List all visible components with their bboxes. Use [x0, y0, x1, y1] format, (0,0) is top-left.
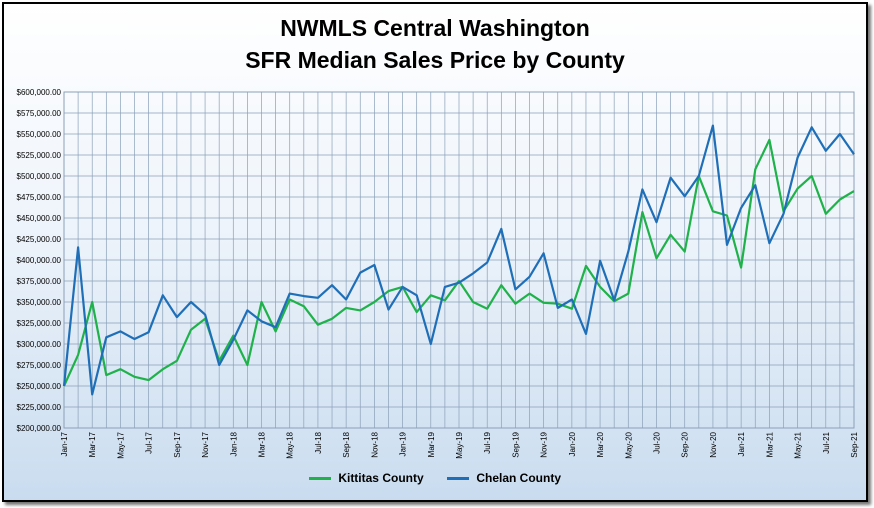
x-tick-label: Sep-21 [850, 431, 859, 457]
y-tick-label: $350,000.00 [17, 298, 62, 307]
y-tick-label: $400,000.00 [17, 256, 62, 265]
chart-frame: NWMLS Central Washington SFR Median Sale… [2, 2, 868, 502]
y-tick-label: $450,000.00 [17, 214, 62, 223]
grid-lines [63, 91, 855, 429]
x-tick-label: May-19 [455, 431, 464, 458]
x-tick-label: Nov-18 [370, 431, 379, 457]
y-tick-label: $375,000.00 [17, 277, 62, 286]
x-tick-label: Jul-21 [822, 431, 831, 453]
y-tick-label: $600,000.00 [17, 88, 62, 97]
legend-item-chelan: Chelan County [447, 471, 561, 485]
series-line-chelan [62, 124, 855, 396]
x-tick-label: Jan-21 [737, 431, 746, 456]
legend-item-kittitas: Kittitas County [308, 470, 424, 485]
chart-subtitle: SFR Median Sales Price by County [245, 47, 625, 73]
x-tick-label: Jul-19 [483, 431, 492, 453]
chart-title-block: NWMLS Central Washington SFR Median Sale… [4, 12, 866, 76]
legend-label-kittitas: Kittitas County [338, 470, 424, 485]
y-tick-label: $575,000.00 [17, 109, 62, 118]
chart-title: NWMLS Central Washington [280, 15, 590, 41]
y-tick-label: $500,000.00 [17, 172, 62, 181]
x-tick-label: May-17 [116, 431, 125, 458]
x-tick-label: Jul-18 [314, 431, 323, 453]
x-tick-label: Jul-17 [145, 431, 154, 453]
line-chart: $200,000.00 $225,000.00 $250,000.00 $275,00… [17, 88, 860, 459]
x-tick-label: Mar-21 [765, 431, 774, 457]
x-tick-label: Sep-19 [511, 431, 520, 457]
x-tick-label: Jan-20 [568, 431, 577, 456]
x-tick-label: Mar-19 [427, 431, 436, 457]
y-tick-label: $475,000.00 [17, 193, 62, 202]
y-tick-label: $550,000.00 [17, 130, 62, 139]
x-tick-label: Nov-20 [709, 431, 718, 457]
legend-label-chelan: Chelan County [476, 470, 562, 485]
x-tick-label: Nov-17 [201, 431, 210, 457]
x-tick-label: Jan-17 [60, 431, 69, 456]
x-tick-label: Jan-19 [399, 431, 408, 456]
y-tick-label: $425,000.00 [17, 235, 62, 244]
x-tick-label: Mar-20 [596, 431, 605, 457]
x-tick-label: Mar-18 [258, 431, 267, 457]
x-tick-label: Sep-20 [681, 431, 690, 457]
legend: Kittitas County Chelan County [4, 470, 866, 485]
x-tick-label: May-21 [794, 431, 803, 458]
y-tick-label: $200,000.00 [17, 424, 62, 433]
x-tick-label: May-20 [624, 431, 633, 458]
y-tick-label: $300,000.00 [17, 340, 62, 349]
series-lines [62, 124, 855, 396]
x-tick-label: Nov-19 [540, 431, 549, 457]
x-tick-label: Sep-17 [173, 431, 182, 457]
x-tick-label: May-18 [286, 431, 295, 458]
y-tick-label: $275,000.00 [17, 361, 62, 370]
x-tick-label: Jan-18 [229, 431, 238, 456]
y-tick-label: $250,000.00 [17, 382, 62, 391]
y-tick-label: $225,000.00 [17, 403, 62, 412]
x-tick-label: Jul-20 [653, 431, 662, 453]
y-axis: $200,000.00 $225,000.00 $250,000.00 $275,00… [17, 88, 62, 433]
y-tick-label: $525,000.00 [17, 151, 62, 160]
x-tick-label: Mar-17 [88, 431, 97, 457]
legend-swatch-kittitas [308, 477, 331, 481]
x-axis: Jan-17 Mar-17 May-17 Jul-17 Sep-17 Nov-17 Jan-… [60, 431, 859, 458]
y-tick-label: $325,000.00 [17, 319, 62, 328]
legend-swatch-chelan [447, 477, 469, 481]
x-tick-label: Sep-18 [342, 431, 351, 457]
